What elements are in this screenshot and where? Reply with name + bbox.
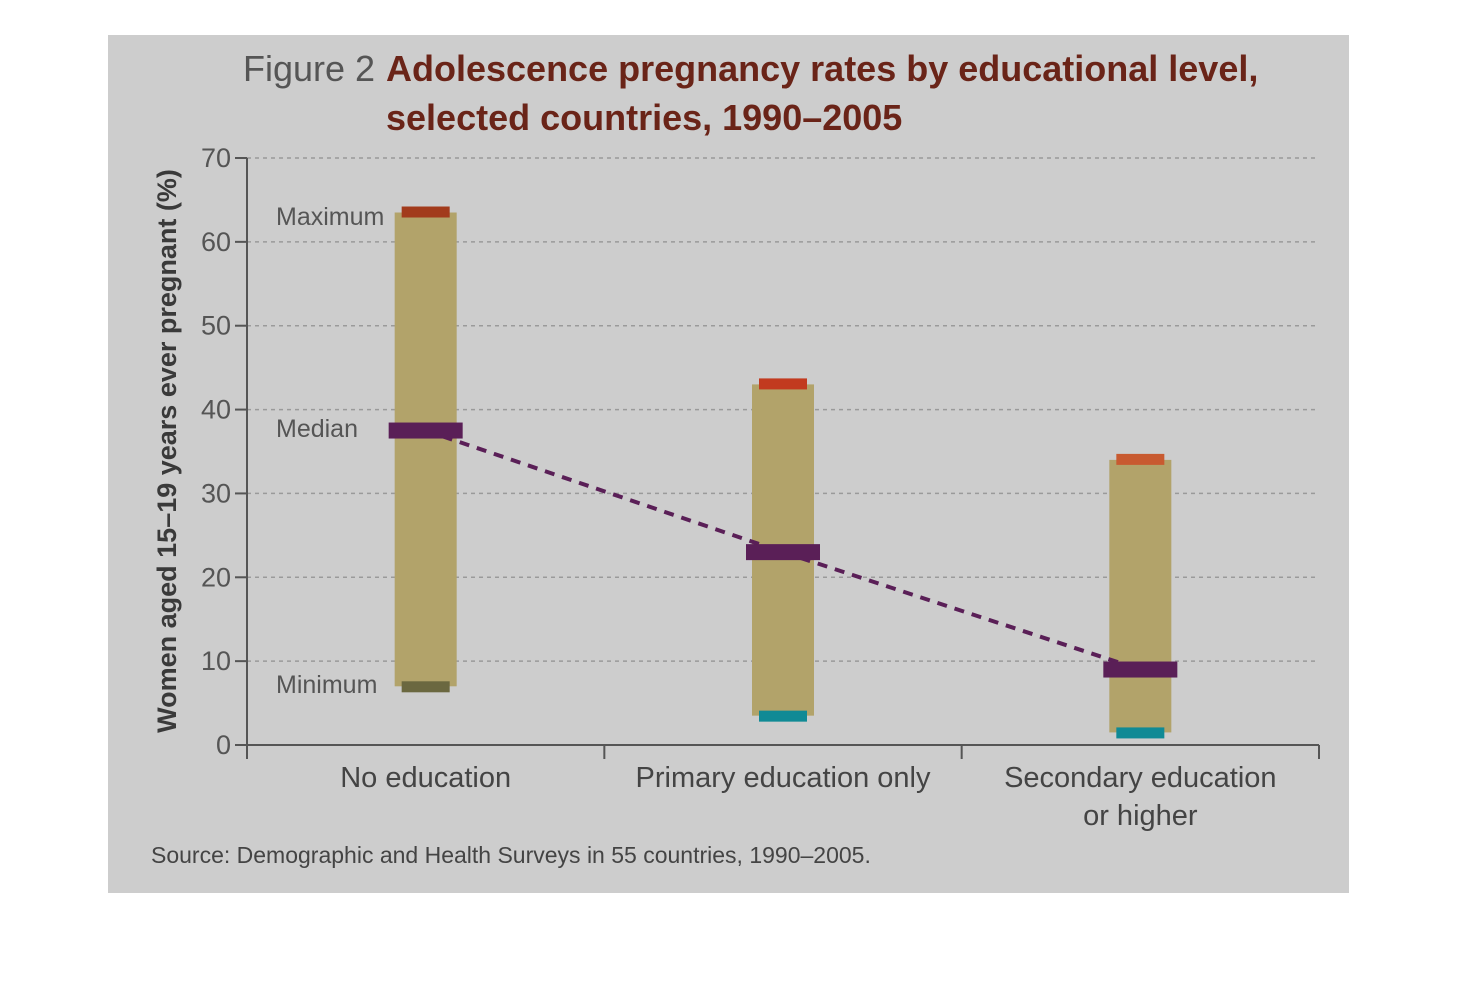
chart-title: Adolescence pregnancy rates by education…	[386, 48, 1258, 89]
y-axis-ticks: 0 10 20 30 40 50 60 70	[201, 143, 247, 760]
maximum-mark	[1116, 453, 1165, 465]
category-label: Primary education only	[636, 762, 931, 794]
category-label: No education	[340, 762, 511, 794]
category-label-line2: or higher	[1083, 800, 1198, 832]
range-bar	[394, 212, 457, 687]
minimum-mark	[759, 710, 807, 722]
y-tick-label: 50	[201, 311, 231, 341]
y-axis-label: Women aged 15–19 years ever pregnant (%)	[152, 169, 182, 733]
figure-label: Figure 2	[243, 48, 375, 89]
x-axis-ticks	[246, 745, 1320, 759]
y-tick-label: 60	[201, 227, 231, 257]
maximum-annotation: Maximum	[276, 203, 384, 231]
y-tick-label: 0	[216, 730, 231, 760]
source-note: Source: Demographic and Health Surveys i…	[151, 842, 871, 868]
chart-subtitle: selected countries, 1990–2005	[386, 97, 902, 138]
median-mark	[388, 422, 463, 439]
y-tick-label: 40	[201, 395, 231, 425]
y-tick-label: 30	[201, 478, 231, 508]
category-labels: No education Primary education only Second…	[340, 762, 1276, 832]
y-tick-label: 10	[201, 646, 231, 676]
figure-panel: Figure 2 Adolescence pregnancy rates by …	[108, 35, 1349, 893]
range-bars	[394, 212, 1172, 733]
y-tick-label: 20	[201, 562, 231, 592]
median-annotation: Median	[276, 415, 358, 443]
median-mark	[746, 544, 820, 561]
value-marks	[388, 206, 1178, 739]
maximum-mark	[759, 378, 807, 390]
range-chart: Figure 2 Adolescence pregnancy rates by …	[151, 48, 1320, 868]
median-mark	[1103, 661, 1178, 678]
range-bar	[1109, 459, 1172, 733]
minimum-mark	[401, 681, 450, 693]
category-label: Secondary education	[1004, 762, 1276, 794]
minimum-mark	[1116, 727, 1165, 739]
maximum-mark	[401, 206, 450, 218]
y-tick-label: 70	[201, 143, 231, 173]
minimum-annotation: Minimum	[276, 671, 377, 699]
